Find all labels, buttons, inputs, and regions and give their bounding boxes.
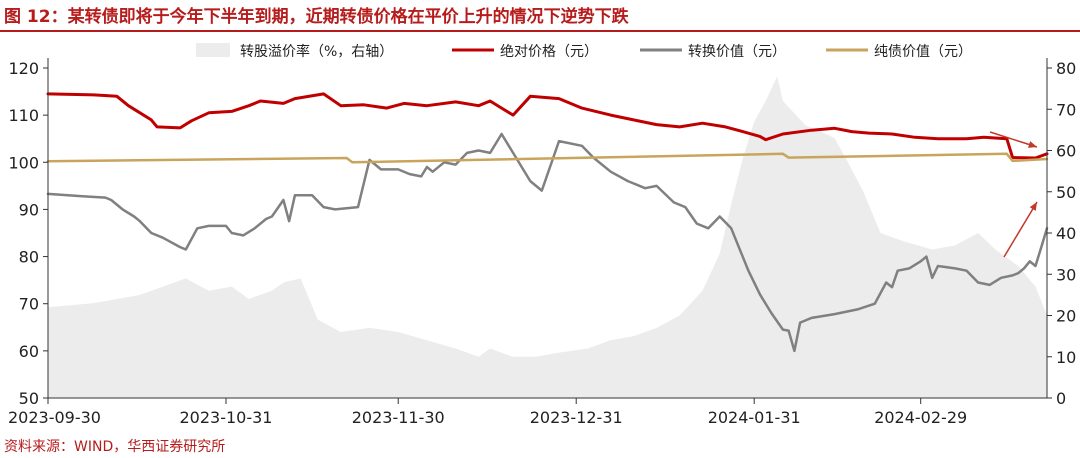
- title-rule: [0, 30, 1080, 32]
- right-tick-label: 20: [1056, 307, 1076, 326]
- conversion-value-line: [46, 132, 1049, 353]
- x-tick-label: 2023-10-31: [179, 408, 272, 427]
- left-tick-label: 110: [8, 106, 39, 125]
- left-tick-label: 120: [8, 59, 39, 78]
- left-tick-label: 60: [19, 342, 39, 361]
- source-note: 资料来源：WIND，华西证券研究所: [4, 439, 226, 455]
- left-tick-label: 90: [19, 200, 39, 219]
- right-tick-label: 50: [1056, 183, 1076, 202]
- right-tick-label: 10: [1056, 348, 1076, 367]
- plot-area: [46, 76, 1049, 399]
- figure-title: 图 12：某转债即将于今年下半年到期，近期转债价格在平价上升的情况下逆势下跌: [4, 7, 629, 27]
- left-tick-label: 100: [8, 153, 39, 172]
- legend-premium-rate: 转股溢价率（%，右轴）: [240, 43, 393, 60]
- chart: 1201101009080706050807060504030201002023…: [8, 43, 1076, 427]
- left-tick-label: 80: [19, 248, 39, 267]
- legend-bond-price: 绝对价格（元）: [500, 44, 598, 60]
- right-tick-label: 80: [1056, 59, 1076, 78]
- legend-swatch: [196, 43, 230, 57]
- price-decline-arrow-head: [1028, 141, 1037, 148]
- premium-area: [48, 76, 1047, 399]
- left-tick-label: 70: [19, 295, 39, 314]
- x-tick-label: 2023-12-31: [530, 408, 623, 427]
- parity-rise-arrow: [1003, 201, 1038, 258]
- right-tick-label: 60: [1056, 142, 1076, 161]
- x-tick-label: 2024-02-29: [874, 408, 967, 427]
- x-tick-label: 2023-09-30: [8, 408, 101, 427]
- parity-rise-arrow-head: [1029, 202, 1037, 211]
- right-tick-label: 0: [1056, 389, 1066, 408]
- right-tick-label: 70: [1056, 100, 1076, 119]
- legend-bond-floor: 纯债价值（元）: [874, 44, 972, 60]
- bond-floor-line: [46, 152, 1049, 164]
- x-tick-label: 2023-11-30: [352, 408, 445, 427]
- axes: 1201101009080706050807060504030201002023…: [8, 58, 1076, 427]
- legend-conversion-value: 转换价值（元）: [688, 43, 786, 60]
- right-tick-label: 40: [1056, 224, 1076, 243]
- bond-price-line: [46, 92, 1049, 160]
- x-tick-label: 2024-01-31: [708, 408, 801, 427]
- legend: 转股溢价率（%，右轴） 绝对价格（元） 转换价值（元） 纯债价值（元）: [196, 43, 972, 60]
- annotations: [989, 131, 1038, 258]
- right-tick-label: 30: [1056, 265, 1076, 284]
- left-tick-label: 50: [19, 389, 39, 408]
